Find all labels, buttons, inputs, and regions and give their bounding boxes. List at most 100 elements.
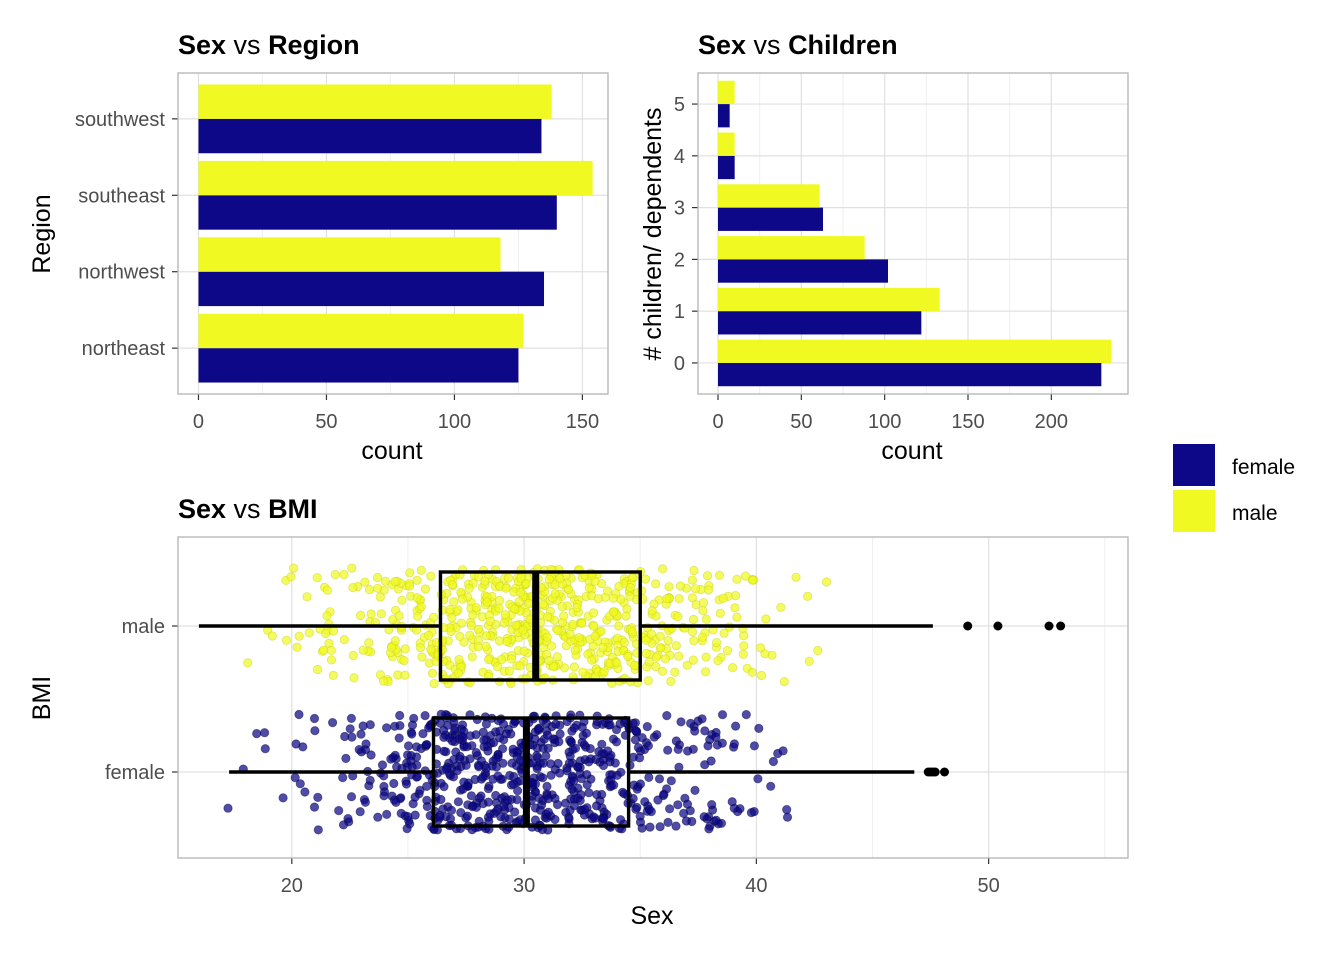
bmi-jitter-point-male: [388, 614, 398, 625]
bmi-jitter-point-male: [412, 575, 422, 585]
bmi-jitter-point-male: [670, 667, 680, 677]
bmi-jitter-point-female: [313, 825, 323, 835]
region-bar-female-northwest: [198, 271, 545, 307]
children-bar-female-2: [718, 259, 888, 283]
bmi-jitter-point-male: [467, 652, 477, 662]
bmi-jitter-point-male: [687, 575, 698, 585]
legend-label-male: male: [1232, 502, 1278, 525]
bmi-jitter-point-female: [390, 721, 400, 731]
bmi-xtick-label: 50: [978, 875, 1000, 897]
bmi-jitter-point-female: [662, 710, 672, 721]
region-chart-title: Sex vs Region: [178, 30, 360, 60]
bmi-jitter-point-male: [732, 574, 742, 584]
bmi-xtick-label: 40: [745, 875, 767, 897]
bmi-jitter-point-male: [802, 591, 813, 601]
bmi-jitter-point-male: [715, 608, 725, 618]
bmi-jitter-point-female: [687, 816, 697, 827]
bmi-jitter-point-male: [427, 668, 438, 678]
bmi-jitter-point-male: [713, 655, 723, 666]
bmi-jitter-point-male: [611, 658, 622, 668]
children-bar-male-4: [718, 132, 735, 156]
bmi-jitter-point-female: [663, 817, 673, 828]
bmi-jitter-point-female: [462, 742, 472, 752]
children-bar-male-2: [718, 236, 865, 260]
bmi-jitter-point-female: [554, 737, 564, 747]
bmi-jitter-point-male: [660, 654, 671, 664]
bmi-jitter-point-male: [519, 646, 529, 656]
bmi-jitter-point-female: [749, 741, 760, 751]
bmi-jitter-point-female: [483, 797, 493, 807]
bmi-jitter-point-male: [404, 581, 415, 591]
bmi-jitter-point-male: [416, 565, 426, 576]
bmi-jitter-point-male: [514, 597, 524, 607]
bmi-jitter-point-male: [494, 595, 505, 606]
bmi-jitter-point-female: [338, 772, 348, 783]
bmi-jitter-point-male: [627, 572, 637, 583]
bmi-jitter-point-female: [782, 812, 793, 822]
region-xtick-label: 0: [193, 411, 204, 433]
bmi-jitter-point-male: [515, 587, 526, 598]
bmi-jitter-point-female: [609, 780, 619, 790]
bmi-jitter-point-male: [687, 627, 698, 637]
bmi-jitter-point-female: [252, 728, 262, 739]
bmi-jitter-point-male: [804, 656, 814, 667]
bmi-jitter-point-female: [768, 756, 779, 767]
bmi-jitter-point-male: [397, 595, 407, 605]
bmi-jitter-point-male: [267, 631, 277, 641]
bmi-jitter-point-female: [585, 743, 595, 754]
bmi-jitter-point-male: [304, 628, 314, 638]
bmi-jitter-point-female: [421, 740, 431, 750]
bmi-jitter-point-male: [589, 621, 599, 631]
children-bar-male-3: [718, 184, 820, 208]
bmi-jitter-point-male: [375, 592, 385, 602]
bmi-jitter-point-male: [650, 579, 661, 589]
bmi-jitter-point-female: [394, 733, 404, 743]
children-bar-female-4: [718, 155, 735, 180]
bmi-jitter-point-male: [614, 581, 624, 592]
bmi-jitter-point-female: [501, 729, 511, 739]
bmi-jitter-point-male: [559, 611, 569, 621]
bmi-jitter-point-male: [756, 670, 767, 681]
bmi-jitter-point-female: [355, 807, 365, 817]
bmi-jitter-point-female: [766, 781, 776, 791]
bmi-jitter-point-male: [641, 635, 651, 645]
bmi-jitter-point-male: [312, 664, 323, 675]
bmi-jitter-point-female: [666, 776, 676, 786]
bmi-jitter-point-female: [484, 816, 494, 826]
bmi-jitter-point-female: [573, 762, 583, 772]
bmi-jitter-point-female: [630, 735, 641, 745]
bmi-jitter-point-male: [647, 606, 657, 616]
bmi-jitter-point-female: [300, 787, 310, 797]
bmi-jitter-point-female: [533, 724, 543, 734]
bmi-jitter-point-male: [568, 619, 578, 630]
bmi-jitter-point-male: [405, 568, 415, 578]
bmi-jitter-point-male: [449, 597, 459, 607]
bmi-jitter-point-male: [791, 572, 801, 582]
bmi-xtick-label: 20: [281, 875, 303, 897]
bmi-jitter-point-female: [422, 781, 432, 792]
bmi-jitter-point-female: [512, 794, 522, 805]
bmi-jitter-point-female: [551, 719, 561, 729]
bmi-jitter-point-male: [485, 616, 495, 626]
bmi-jitter-point-female: [405, 819, 415, 829]
legend-swatch-female: [1173, 444, 1215, 486]
bmi-jitter-point-male: [779, 676, 789, 687]
bmi-jitter-point-female: [778, 746, 788, 756]
bmi-outlier-male: [1056, 621, 1066, 631]
bmi-jitter-point-female: [295, 779, 305, 789]
region-ytick-label: northeast: [82, 338, 166, 360]
bmi-jitter-point-male: [609, 607, 619, 617]
bmi-jitter-point-female: [729, 739, 740, 749]
bmi-jitter-point-female: [717, 738, 727, 748]
bmi-outlier-male: [1044, 621, 1054, 631]
bmi-jitter-point-female: [465, 754, 475, 764]
bmi-jitter-point-male: [243, 658, 253, 668]
bmi-jitter-point-female: [491, 790, 501, 801]
bmi-jitter-point-female: [569, 800, 579, 811]
bmi-jitter-point-male: [339, 634, 349, 645]
bmi-jitter-point-male: [623, 651, 633, 662]
bmi-jitter-point-male: [481, 631, 491, 641]
bmi-jitter-point-female: [591, 801, 602, 811]
bmi-jitter-point-female: [508, 744, 518, 754]
